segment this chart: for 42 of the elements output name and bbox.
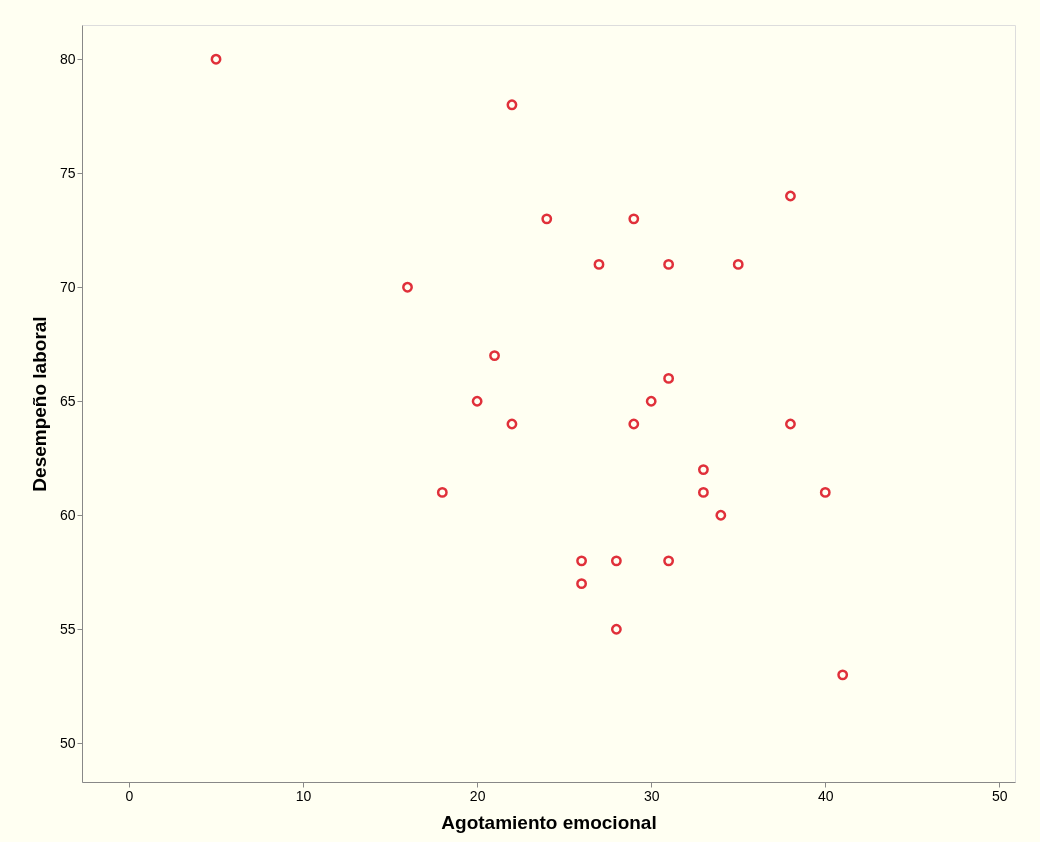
point [402,281,413,293]
point [732,258,744,270]
x-tick-label: 40 [817,787,834,804]
y-tick-label: 80 [59,50,76,67]
y-tick-label: 55 [59,620,76,637]
y-tick-label: 70 [59,278,76,295]
y-tick-label: 65 [59,392,76,409]
point [645,395,657,407]
point [593,258,605,270]
point [785,190,796,202]
x-axis-title: Agotamiento emocional [441,811,657,833]
x-tick-label: 20 [469,787,486,804]
point [663,258,675,270]
point [610,623,622,635]
point [837,669,849,681]
point [576,555,588,567]
point [576,578,588,590]
point [785,418,796,430]
x-tick-label: 50 [992,787,1008,804]
point [506,99,518,111]
point [489,350,500,362]
x-tick-label: 30 [643,787,660,804]
point [541,213,553,225]
y-axis-title: Desempeño laboral [28,316,50,492]
x-tick-label: 0 [125,787,134,804]
point [610,555,622,567]
point [471,395,483,407]
point [715,509,727,521]
point [628,213,640,225]
point [436,487,448,498]
point [819,487,831,498]
point [697,487,709,498]
point [663,372,675,384]
y-tick-label: 50 [59,734,76,751]
point [663,555,675,567]
point [697,464,709,476]
y-tick-label: 60 [59,506,76,523]
x-tick-label: 10 [295,787,312,804]
y-tick-label: 75 [59,164,76,181]
point [210,53,222,65]
point [628,418,640,430]
point [506,418,518,430]
